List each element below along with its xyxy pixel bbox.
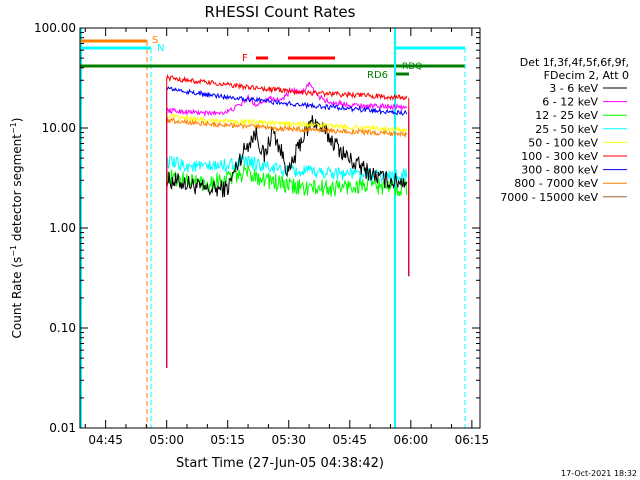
x-tick-label: 05:45 [332,433,367,447]
x-tick-label: 04:45 [88,433,123,447]
legend-label: 50 - 100 keV [528,136,598,149]
rdq-flag-label: RDQ [402,62,422,72]
series-line-100-300-kev [166,74,408,101]
y-axis-label-exp-1: −1 [9,245,18,257]
legend-label: 7000 - 15000 keV [500,191,598,204]
instrument-decorations: SN F RD6 RDQ [80,28,466,428]
series-line-300-800-kev [166,86,408,116]
chart-title: RHESSI Count Rates [205,3,356,21]
x-axis-label: Start Time (27-Jun-05 04:38:42) [176,456,384,471]
f-flag-label: F [242,53,248,64]
legend-label: 300 - 800 keV [521,164,598,177]
legend-label: 3 - 6 keV [549,82,598,95]
y-axis-label-mid: detector segment [10,134,24,245]
series-line-3-6-kev [166,115,408,198]
y-axis-label-close: ) [10,118,24,123]
legend-label: 25 - 50 keV [535,123,598,136]
series-layer [166,74,410,368]
x-tick-label: 06:00 [394,433,429,447]
x-tick-label: 06:15 [455,433,490,447]
n-flag-label: N [157,43,164,54]
series-line-50-100-kev [166,113,408,134]
legend-header-line: FDecim 2, Att 0 [544,69,629,82]
y-tick-label: 100.00 [34,21,76,35]
x-tick-label: 05:00 [149,433,184,447]
footer-date: 17-Oct-2021 18:32 [561,469,637,478]
legend: Det 1f,3f,4f,5f,6f,9f,FDecim 2, Att 03 -… [500,56,629,204]
s-flag-label: S [152,35,158,46]
x-tick-label: 05:15 [210,433,245,447]
legend-label: 12 - 25 keV [535,109,598,122]
legend-label: 800 - 7000 keV [514,177,598,190]
axes: 0.01 0.10 1.00 10.00 100.00 04:45 05:00 05:15 05… [34,21,489,447]
y-tick-label: 0.10 [49,321,76,335]
y-axis-label-exp-2: −1 [9,122,18,134]
series-line-6-12-kev [166,81,408,118]
y-tick-label: 10.00 [42,121,76,135]
y-axis-label: Count Rate (s−1 detector segment−1) [9,118,24,339]
legend-label: 100 - 300 keV [521,150,598,163]
x-tick-label: 05:30 [271,433,306,447]
y-axis-label-main: Count Rate (s [10,257,24,339]
y-tick-label: 0.01 [49,421,76,435]
legend-label: 6 - 12 keV [542,96,598,109]
series-line-800-7000-kev [166,117,408,139]
legend-header-line: Det 1f,3f,4f,5f,6f,9f, [520,56,629,69]
rd6-flag-label: RD6 [367,70,388,81]
y-tick-label: 1.00 [49,221,76,235]
